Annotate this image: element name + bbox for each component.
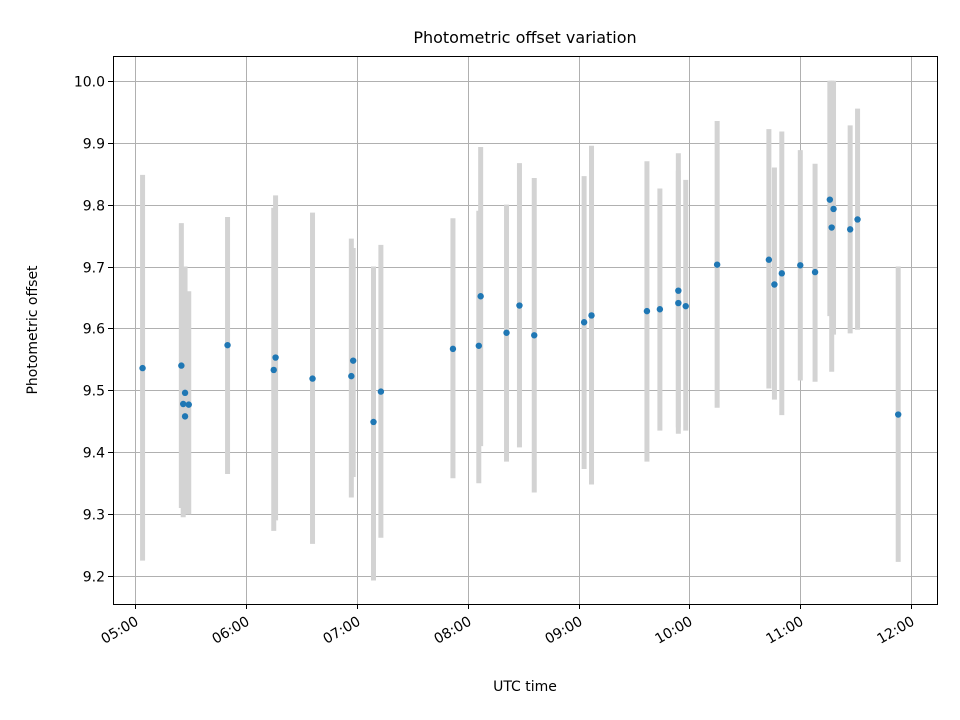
data-point — [826, 196, 834, 203]
data-point — [588, 312, 595, 319]
data-point — [675, 299, 682, 307]
y-axis-label: Photometric offset — [25, 265, 41, 395]
data-point — [272, 354, 279, 361]
grid — [113, 56, 937, 604]
data-point — [580, 319, 588, 326]
y-tick-label: 9.6 — [83, 322, 105, 338]
data-point — [830, 205, 837, 213]
data-point — [178, 362, 185, 369]
y-tick-label: 9.3 — [83, 508, 105, 524]
data-point — [643, 307, 651, 315]
plot-frame — [113, 56, 938, 605]
y-tick-label: 9.9 — [83, 137, 105, 153]
data-point — [309, 375, 316, 382]
data-point — [181, 389, 189, 397]
data-point — [675, 287, 682, 294]
data-point — [656, 306, 664, 313]
y-tick-label: 9.8 — [83, 199, 105, 215]
data-point — [895, 411, 902, 418]
data-point — [503, 329, 510, 336]
y-tick-label: 9.2 — [83, 570, 105, 586]
data-point — [181, 413, 189, 420]
data-point — [828, 224, 835, 231]
data-point — [531, 332, 538, 339]
data-point — [516, 302, 523, 309]
data-point — [377, 388, 385, 395]
data-point — [713, 261, 721, 268]
data-point — [682, 302, 689, 310]
data-point — [185, 401, 192, 408]
data-point — [449, 345, 457, 353]
data-point — [224, 341, 231, 349]
data-point — [765, 256, 773, 263]
data-point — [349, 357, 357, 364]
data-point — [348, 372, 355, 380]
data-point — [270, 366, 277, 374]
y-tick-label: 9.4 — [83, 446, 105, 462]
data-point — [370, 418, 377, 426]
data-point — [846, 226, 854, 233]
y-axis-ticks: 9.2 9.3 9.4 9.5 9.6 9.7 9.8 9.9 10.0 — [74, 75, 113, 586]
data-point — [854, 216, 861, 223]
y-tick-label: 9.5 — [83, 384, 105, 400]
data-points — [139, 196, 902, 426]
y-tick-label: 9.7 — [83, 261, 105, 277]
data-point — [771, 281, 778, 288]
chart-title: Photometric offset variation — [413, 28, 636, 47]
data-point — [475, 342, 483, 349]
data-point — [778, 270, 786, 277]
data-point — [477, 293, 484, 300]
y-tick-label: 10.0 — [74, 75, 105, 91]
data-point — [180, 400, 187, 408]
data-point — [797, 262, 804, 269]
data-point — [811, 268, 819, 276]
data-point — [139, 364, 146, 372]
x-axis-label: UTC time — [493, 679, 557, 695]
